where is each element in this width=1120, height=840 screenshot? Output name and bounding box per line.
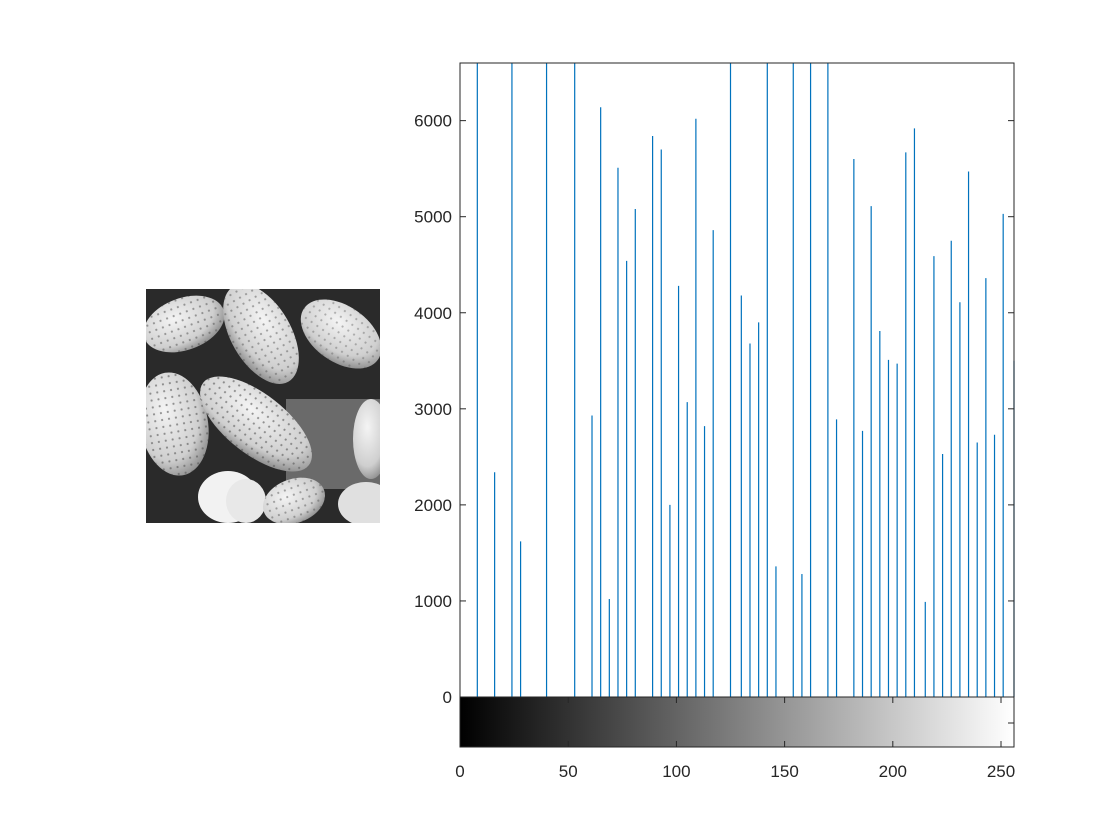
- x-axis: 0 50 100 150 200 250: [455, 697, 1015, 781]
- y-tick-label: 4000: [414, 304, 452, 323]
- colorbar: [460, 697, 1014, 747]
- pollen-grain: [300, 299, 380, 369]
- pollen-grain: [338, 482, 380, 523]
- y-axis: 0 1000 2000 3000 4000 5000 6000: [414, 112, 1014, 707]
- y-tick-label: 0: [443, 688, 452, 707]
- pollen-grain: [353, 399, 380, 479]
- plot-axes-frame: [459, 62, 1015, 698]
- pollen-grain: [263, 477, 325, 523]
- y-tick-label: 2000: [414, 496, 452, 515]
- pollen-image: [146, 289, 380, 523]
- pollen-grain: [198, 471, 266, 523]
- y-tick-label: 6000: [414, 112, 452, 131]
- colorbar-frame: [459, 696, 1015, 748]
- pollen-grain: [223, 289, 299, 384]
- y-tick-label: 5000: [414, 208, 452, 227]
- stems-layer: [476, 63, 1015, 697]
- x-tick-label: 250: [987, 762, 1015, 781]
- x-tick-label: 100: [662, 762, 690, 781]
- x-tick-label: 50: [559, 762, 578, 781]
- x-tick-label: 150: [770, 762, 798, 781]
- x-tick-label: 0: [455, 762, 464, 781]
- x-tick-label: 200: [879, 762, 907, 781]
- y-tick-label: 1000: [414, 592, 452, 611]
- pollen-grain: [146, 372, 209, 476]
- pollen-grain: [200, 376, 312, 472]
- y-tick-label: 3000: [414, 400, 452, 419]
- grayscale-pollen-image-icon: [146, 289, 380, 523]
- pollen-grain: [146, 295, 225, 353]
